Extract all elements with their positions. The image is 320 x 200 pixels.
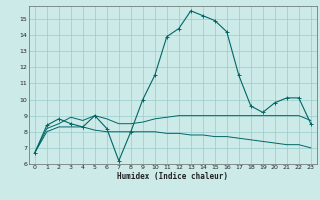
X-axis label: Humidex (Indice chaleur): Humidex (Indice chaleur)	[117, 172, 228, 181]
